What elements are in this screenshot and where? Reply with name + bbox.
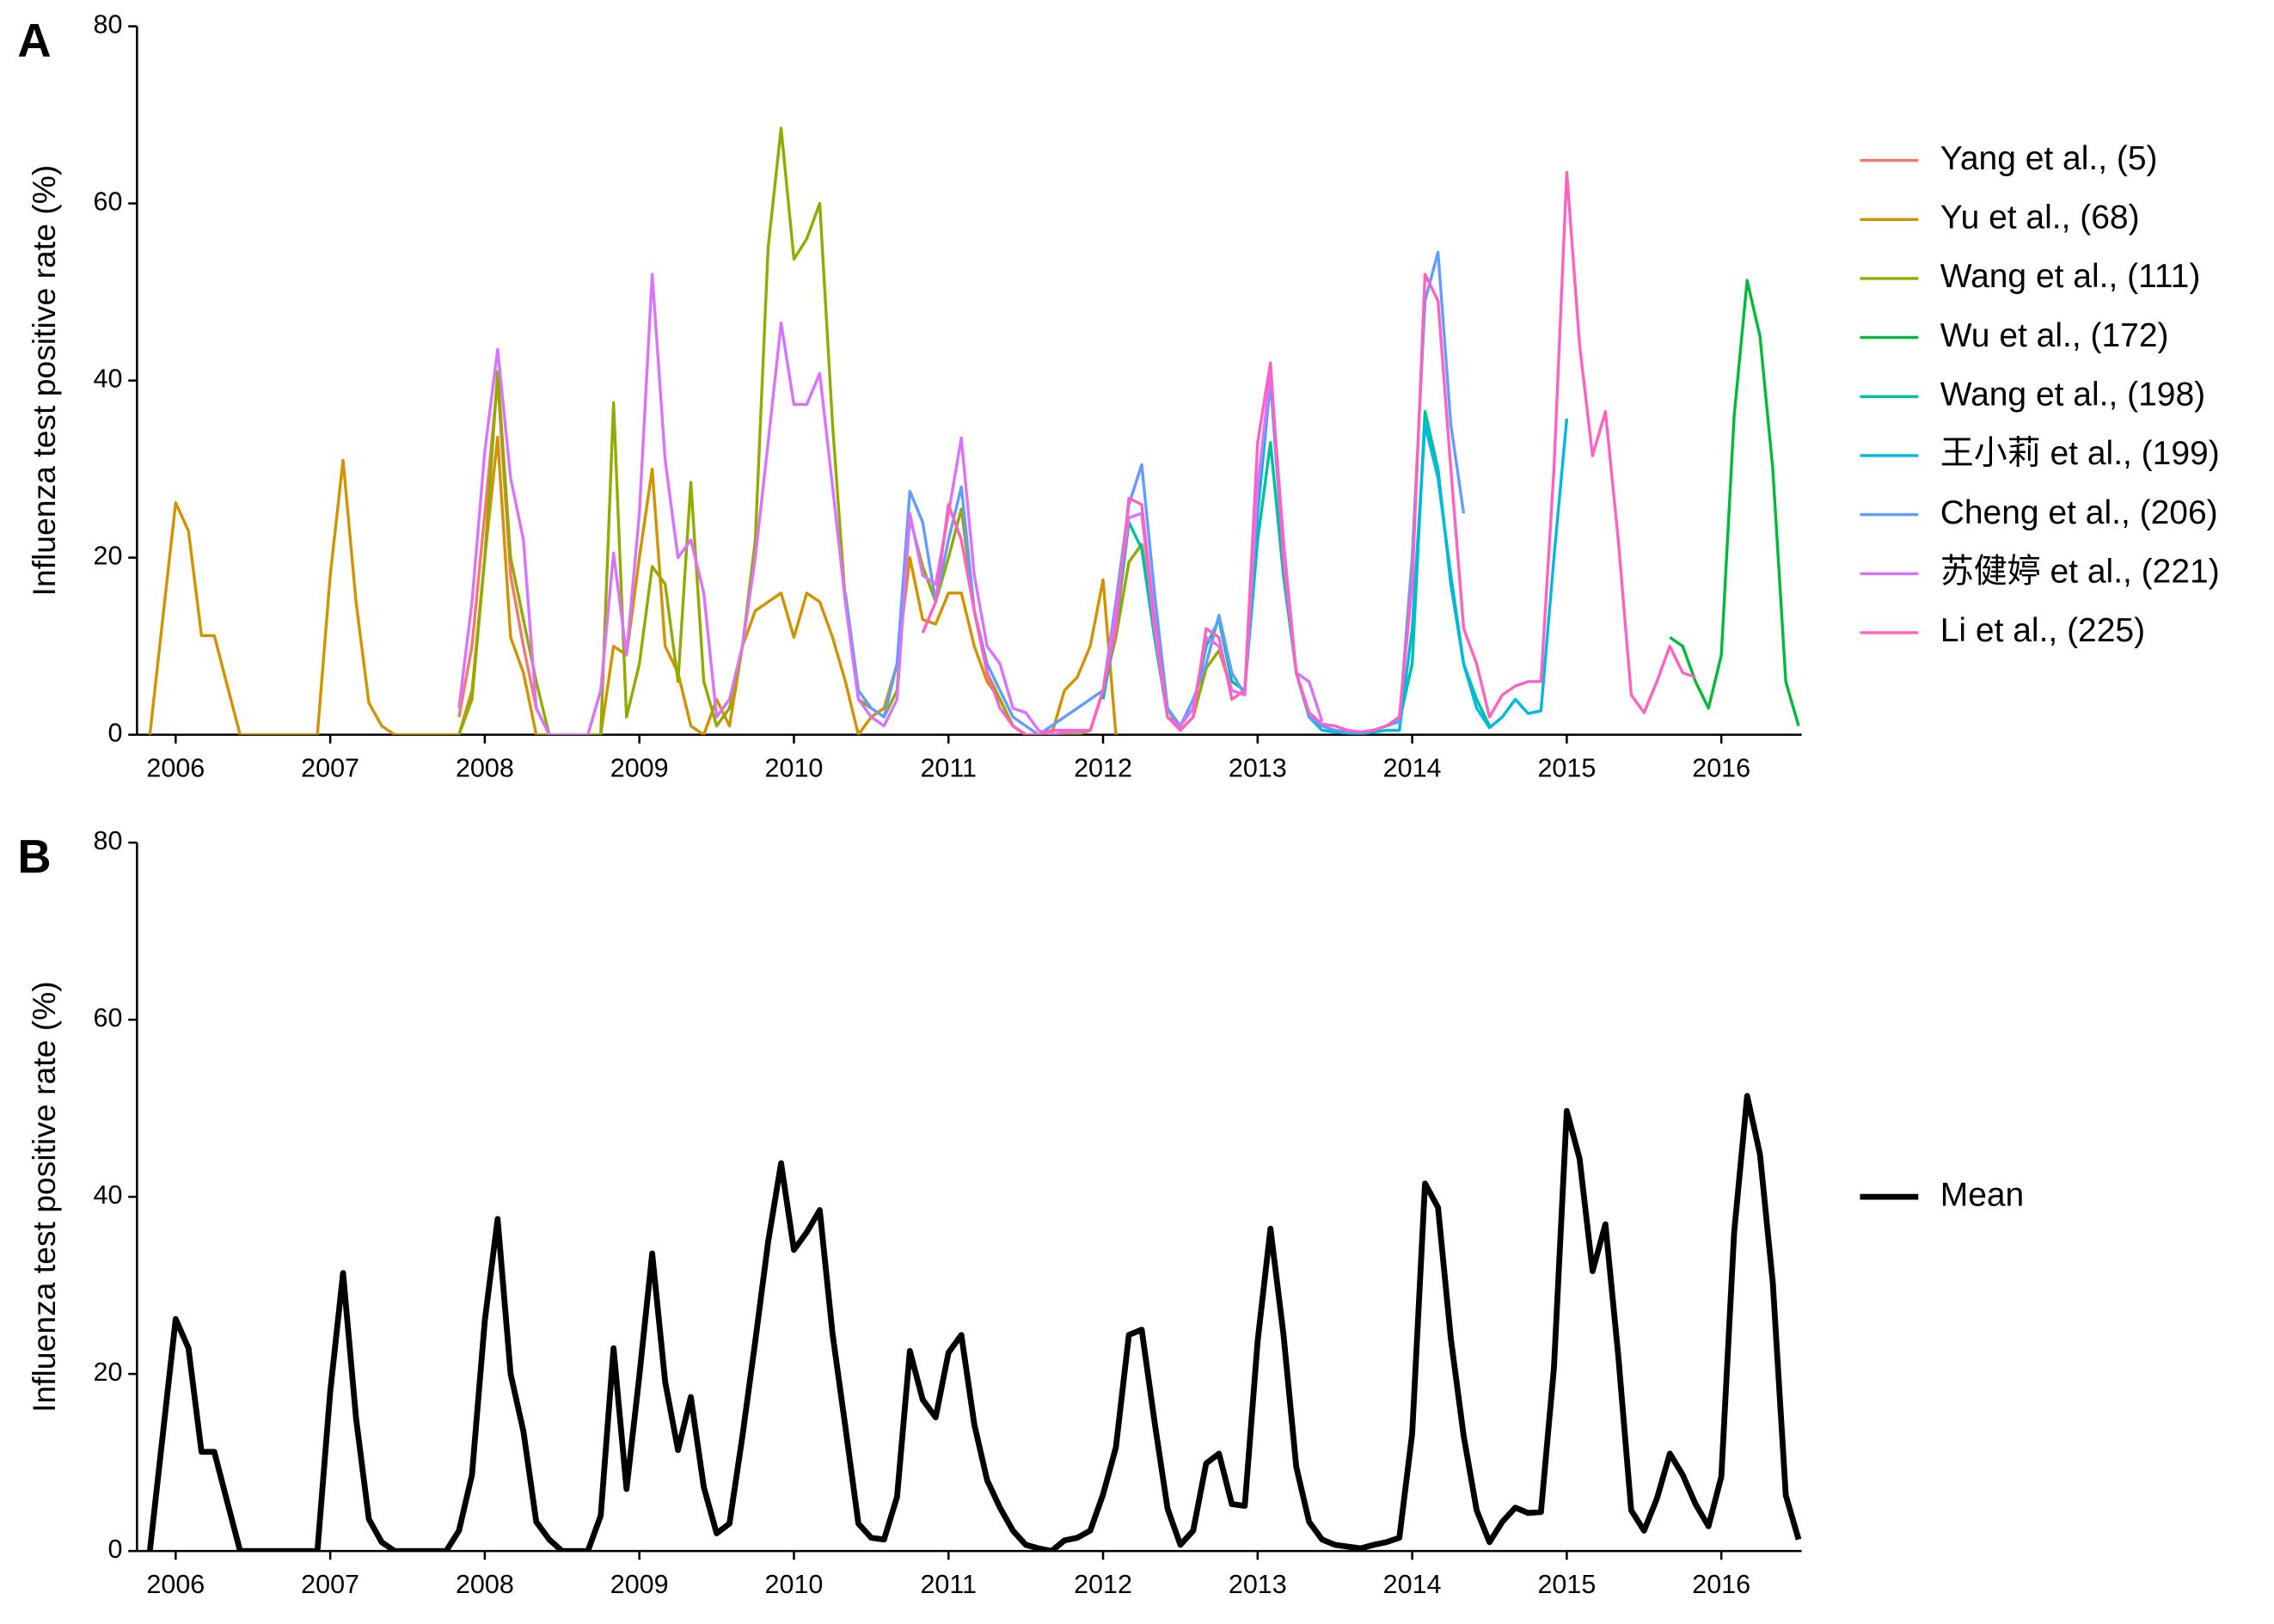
y-tick-label: 60 [93,187,122,217]
series-line [843,250,1466,735]
x-tick-label: 2011 [920,753,977,782]
y-axis-title: Influenza test positive rate (%) [26,981,62,1413]
x-tick-label: 2010 [765,1570,824,1599]
x-tick-label: 2015 [1537,753,1596,782]
x-tick-label: 2015 [1537,1570,1596,1599]
y-tick-label: 60 [93,1003,122,1033]
x-tick-label: 2012 [1074,753,1132,782]
x-tick-label: 2009 [610,1570,669,1599]
legend-label: Mean [1940,1176,2025,1213]
x-tick-label: 2014 [1383,1570,1442,1599]
x-tick-label: 2008 [456,753,514,782]
x-tick-label: 2013 [1229,753,1287,782]
x-tick-label: 2012 [1074,1570,1132,1599]
legend-label: Wang et al., (198) [1940,377,2205,414]
series-line [457,273,1324,735]
panel-label: A [17,15,51,66]
x-tick-label: 2014 [1383,753,1442,782]
series-line [146,1093,1802,1552]
x-tick-label: 2010 [765,753,824,782]
y-tick-label: 0 [107,1535,122,1564]
y-tick-label: 0 [107,719,122,748]
legend-label: Li et al., (225) [1940,612,2145,649]
series-line [148,435,1118,735]
y-axis-title: Influenza test positive rate (%) [26,165,62,597]
series-line [457,126,1234,735]
y-tick-label: 40 [93,365,122,394]
legend-label: 苏健婷 et al., (221) [1940,554,2220,591]
y-tick-label: 80 [93,10,122,40]
y-tick-label: 40 [93,1180,122,1210]
legend-label: Yang et al., (5) [1940,140,2158,177]
x-tick-label: 2013 [1229,1570,1287,1599]
y-tick-label: 20 [93,1357,122,1387]
legend-label: Cheng et al., (206) [1940,494,2218,531]
series-line [921,170,1696,735]
legend-label: Yu et al., (68) [1940,199,2140,236]
legend-label: 王小莉 et al., (199) [1940,435,2220,472]
panel-label: B [17,831,51,883]
y-tick-label: 20 [93,542,122,571]
series-line [1101,409,1492,735]
series-line [1243,378,1569,735]
x-tick-label: 2006 [146,1570,205,1599]
x-tick-label: 2008 [456,1570,514,1599]
x-tick-label: 2011 [920,1570,977,1599]
x-tick-label: 2016 [1692,1570,1750,1599]
series-line [1669,279,1800,726]
x-tick-label: 2009 [610,753,669,782]
x-tick-label: 2007 [301,1570,359,1599]
legend-label: Wang et al., (111) [1940,258,2201,295]
x-tick-label: 2007 [301,753,359,782]
x-tick-label: 2006 [146,753,205,782]
x-tick-label: 2016 [1692,753,1750,782]
legend-label: Wu et al., (172) [1940,317,2169,354]
y-tick-label: 80 [93,826,122,855]
